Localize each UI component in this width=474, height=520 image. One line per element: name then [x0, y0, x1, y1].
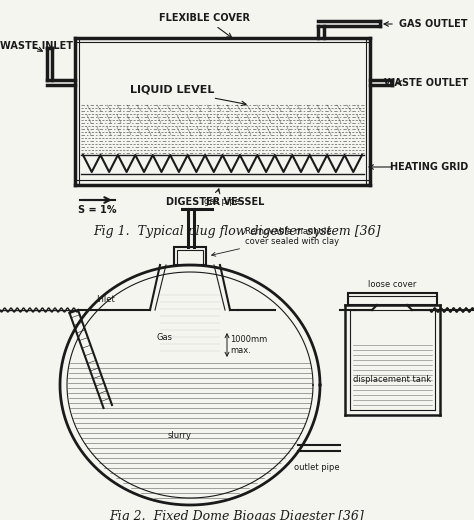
Text: WASTE INLET: WASTE INLET: [0, 41, 73, 51]
Text: Removable manhole
cover sealed with clay: Removable manhole cover sealed with clay: [211, 227, 339, 256]
Text: Fig 1.  Typical plug flow digester system [36]: Fig 1. Typical plug flow digester system…: [93, 225, 381, 238]
Bar: [348, 293, 437, 305]
Text: LIQUID LEVEL: LIQUID LEVEL: [130, 85, 246, 106]
Text: outlet pipe: outlet pipe: [294, 462, 340, 472]
Text: FLEXIBLE COVER: FLEXIBLE COVER: [159, 13, 250, 37]
Text: Fig 2.  Fixed Dome Biogas Digester [36]: Fig 2. Fixed Dome Biogas Digester [36]: [109, 510, 365, 520]
Text: GAS OUTLET: GAS OUTLET: [400, 19, 468, 29]
Text: Gas: Gas: [157, 332, 173, 342]
Bar: [177, 250, 203, 265]
Text: WASTE OUTLET: WASTE OUTLET: [384, 78, 468, 88]
Text: displacement tank: displacement tank: [353, 375, 431, 384]
Text: HEATING GRID: HEATING GRID: [390, 162, 468, 172]
Text: loose cover: loose cover: [368, 280, 416, 289]
Text: DIGESTER VESSEL: DIGESTER VESSEL: [166, 189, 264, 207]
Text: slurry: slurry: [168, 431, 192, 439]
Bar: [174, 247, 206, 265]
Text: Inlet: Inlet: [96, 295, 115, 305]
Text: 1000mm
max.: 1000mm max.: [230, 335, 267, 355]
Text: S = 1%: S = 1%: [78, 205, 117, 215]
Text: gas pipe: gas pipe: [204, 197, 240, 205]
